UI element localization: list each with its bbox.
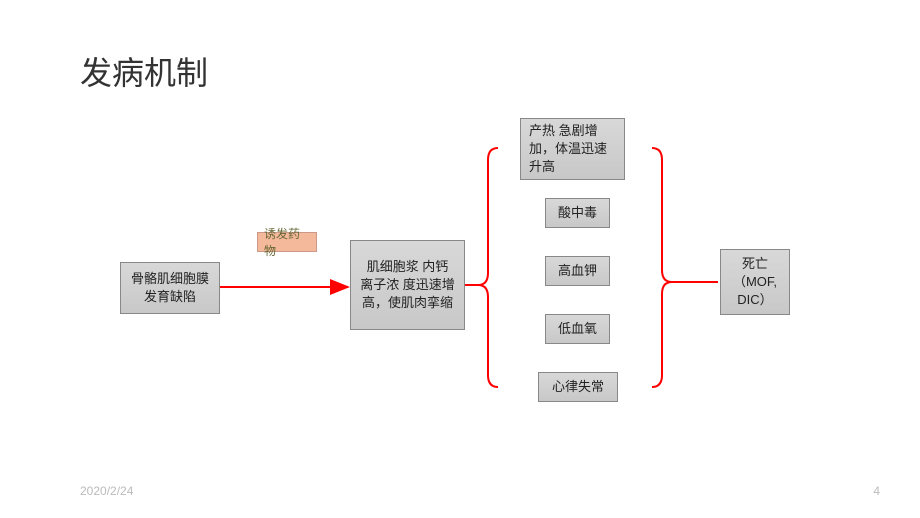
node-n3e: 心律失常: [538, 372, 618, 402]
node-n3a-text: 产热 急剧增加，体温迅速升高: [529, 122, 616, 177]
node-n1: 骨骼肌细胞膜发育缺陷: [120, 262, 220, 314]
footer-page: 4: [873, 484, 880, 498]
node-n3d: 低血氧: [545, 314, 610, 344]
node-n4: 死亡（MOF, DIC）: [720, 249, 790, 315]
node-n3a: 产热 急剧增加，体温迅速升高: [520, 118, 625, 180]
node-n3b: 酸中毒: [545, 198, 610, 228]
node-n2-text: 肌细胞浆 内钙 离子浓 度迅速增高，使肌肉挛缩: [359, 258, 456, 313]
node-n3d-text: 低血氧: [558, 320, 597, 338]
node-n1-text: 骨骼肌细胞膜发育缺陷: [129, 270, 211, 306]
node-n4-text: 死亡（MOF, DIC）: [729, 255, 781, 310]
footer-date: 2020/2/24: [80, 484, 133, 498]
node-n3b-text: 酸中毒: [558, 204, 597, 222]
node-n3c-text: 高血钾: [558, 262, 597, 280]
node-label1: 诱发药 物: [257, 232, 317, 252]
node-n2: 肌细胞浆 内钙 离子浓 度迅速增高，使肌肉挛缩: [350, 240, 465, 330]
node-n3e-text: 心律失常: [552, 378, 604, 396]
node-label1-text: 诱发药 物: [264, 225, 310, 259]
page-title: 发病机制: [80, 48, 208, 94]
node-n3c: 高血钾: [545, 256, 610, 286]
